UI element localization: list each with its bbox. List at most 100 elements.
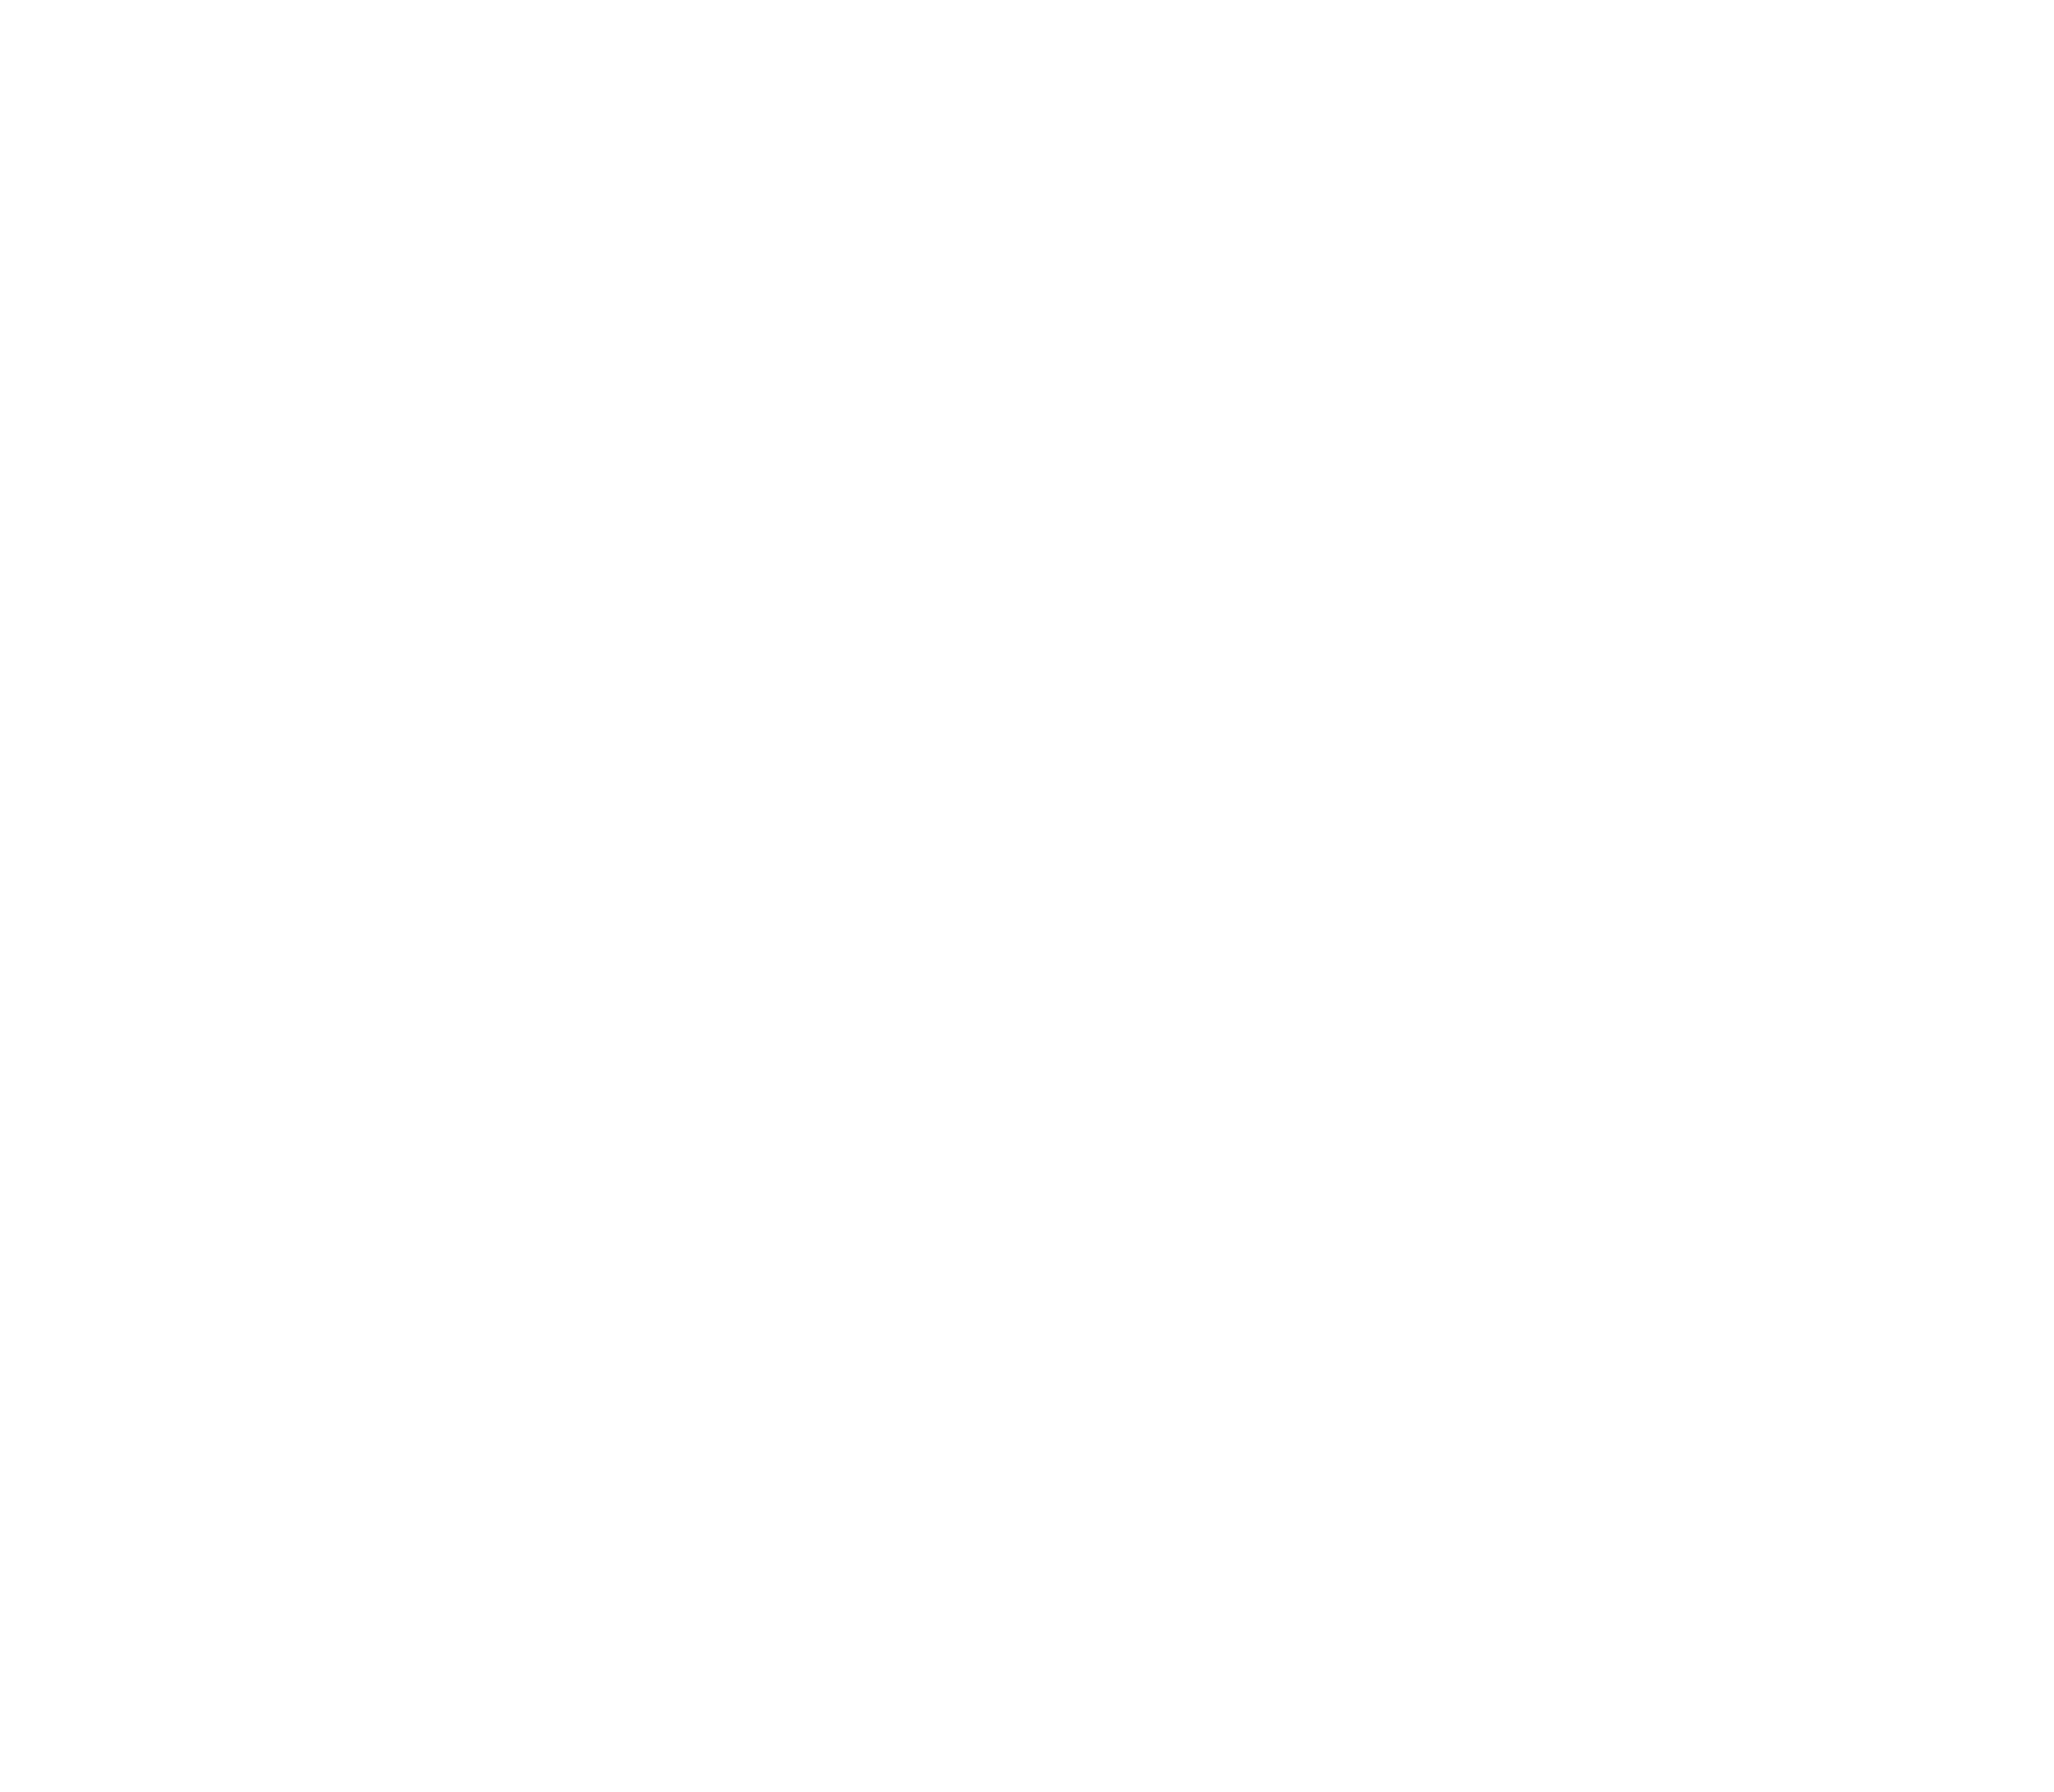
Text: Fan
Control
Relay: Fan Control Relay bbox=[464, 548, 493, 575]
Text: A2-1: A2-1 bbox=[355, 375, 378, 382]
Text: [E-]
RED: [E-] RED bbox=[70, 269, 86, 285]
Text: A1: A1 bbox=[1545, 735, 1557, 742]
Bar bbox=[1315, 941, 1430, 1021]
Text: 60A: 60A bbox=[357, 301, 376, 310]
Text: A11: A11 bbox=[366, 866, 384, 874]
Text: M6: M6 bbox=[398, 534, 413, 541]
Bar bbox=[405, 803, 452, 862]
Circle shape bbox=[292, 719, 302, 726]
Text: D
19: D 19 bbox=[649, 224, 657, 237]
Text: A29: A29 bbox=[357, 170, 376, 179]
Bar bbox=[1193, 760, 1306, 840]
Text: 4: 4 bbox=[452, 426, 458, 435]
Text: [EJ]
ORN: [EJ] ORN bbox=[1156, 706, 1175, 722]
Bar bbox=[144, 34, 154, 45]
Bar bbox=[1637, 1391, 1787, 1525]
Text: 10A: 10A bbox=[1115, 219, 1132, 226]
Text: 7.5A: 7.5A bbox=[1113, 400, 1134, 409]
Circle shape bbox=[292, 894, 302, 903]
Bar bbox=[33, 1498, 127, 1552]
Text: M2: M2 bbox=[398, 941, 413, 948]
Text: Magnetic S/V: Magnetic S/V bbox=[47, 434, 103, 441]
Bar bbox=[707, 946, 733, 989]
Text: [EJ]
BLU: [EJ] BLU bbox=[624, 545, 639, 563]
Text: D
0: D 0 bbox=[651, 548, 655, 559]
Text: Starter
Cut
Relay 2: Starter Cut Relay 2 bbox=[464, 952, 493, 978]
Text: A2-25: A2-25 bbox=[318, 733, 345, 740]
Bar bbox=[1327, 749, 1391, 1016]
Text: 20A: 20A bbox=[384, 421, 403, 430]
Circle shape bbox=[292, 156, 302, 165]
Text: 10: 10 bbox=[1078, 659, 1089, 667]
Text: 1: 1 bbox=[1849, 1401, 1853, 1407]
Text: 1: 1 bbox=[1239, 1401, 1243, 1407]
Circle shape bbox=[292, 36, 302, 45]
Bar bbox=[1559, 851, 1672, 930]
Circle shape bbox=[292, 360, 302, 367]
Bar bbox=[883, 1000, 910, 1043]
Text: PGM-FI
Main
Relay 1: PGM-FI Main Relay 1 bbox=[1964, 0, 1994, 27]
Text: 4: 4 bbox=[746, 34, 752, 41]
Text: 2: 2 bbox=[452, 806, 458, 814]
Bar bbox=[1680, 941, 1795, 1021]
Text: T1: T1 bbox=[131, 27, 142, 36]
Text: [EJ]
YEL: [EJ] YEL bbox=[624, 95, 639, 113]
Text: Diode B: Diode B bbox=[409, 622, 442, 629]
Text: [EJ]
YEL: [EJ] YEL bbox=[1265, 706, 1280, 722]
Text: 1
2
3: 1 2 3 bbox=[45, 1511, 51, 1538]
Text: Driver
Door
Module: Driver Door Module bbox=[1290, 1444, 1321, 1471]
Text: 7.5A: 7.5A bbox=[320, 711, 341, 719]
Bar bbox=[1436, 760, 1551, 840]
Text: 4: 4 bbox=[1849, 1473, 1853, 1478]
Text: G301: G301 bbox=[898, 692, 920, 699]
Bar bbox=[1803, 760, 1916, 840]
Text: A1: A1 bbox=[1354, 737, 1364, 745]
Text: D 10: D 10 bbox=[1263, 688, 1282, 697]
Text: [EE]
BLK/WHT: [EE] BLK/WHT bbox=[55, 364, 92, 380]
Text: P5: P5 bbox=[774, 939, 783, 944]
Bar bbox=[1017, 471, 1327, 701]
Polygon shape bbox=[641, 425, 663, 437]
Bar bbox=[764, 1000, 791, 1043]
Bar bbox=[405, 695, 452, 754]
Polygon shape bbox=[641, 224, 663, 237]
Text: D
25: D 25 bbox=[649, 154, 657, 167]
Text: 15A: 15A bbox=[292, 887, 308, 896]
Text: (+): (+) bbox=[10, 32, 25, 39]
Text: A: A bbox=[1080, 633, 1087, 640]
Text: Ignition
Coil
Relay: Ignition Coil Relay bbox=[456, 190, 487, 217]
Text: 5: 5 bbox=[1239, 1498, 1243, 1503]
Bar bbox=[912, 946, 939, 989]
Text: [EJ]
WHT: [EJ] WHT bbox=[620, 152, 639, 168]
Text: A/C
Condenser
Fan
Motor: A/C Condenser Fan Motor bbox=[941, 640, 984, 676]
Text: 1: 1 bbox=[14, 41, 21, 50]
Text: M: M bbox=[376, 878, 384, 887]
Bar bbox=[372, 876, 388, 889]
Polygon shape bbox=[641, 573, 663, 586]
Text: C 9: C 9 bbox=[1158, 688, 1173, 697]
Bar bbox=[1559, 760, 1672, 840]
Bar bbox=[1315, 851, 1430, 930]
Text: P6: P6 bbox=[803, 939, 811, 944]
Text: P1: P1 bbox=[657, 939, 663, 944]
Bar bbox=[1941, 29, 2011, 86]
Text: 1: 1 bbox=[140, 43, 144, 52]
Bar bbox=[1559, 941, 1672, 1021]
Text: 3: 3 bbox=[1849, 1450, 1853, 1455]
Bar bbox=[764, 946, 791, 989]
Bar bbox=[1680, 851, 1795, 930]
Bar bbox=[737, 1113, 910, 1262]
Text: D
2: D 2 bbox=[651, 301, 655, 314]
Text: 3: 3 bbox=[396, 577, 401, 584]
Text: A: A bbox=[1154, 633, 1161, 640]
Text: P7: P7 bbox=[834, 939, 840, 944]
Text: [EJ]
WHT: [EJ] WHT bbox=[620, 355, 639, 373]
Text: Rear R
Door: Rear R Door bbox=[1902, 1450, 1929, 1466]
Text: A16: A16 bbox=[251, 240, 269, 247]
Bar bbox=[1315, 760, 1430, 840]
Text: 15A: 15A bbox=[322, 29, 341, 36]
Text: D
1: D 1 bbox=[651, 452, 655, 462]
Text: 1: 1 bbox=[396, 550, 401, 557]
Bar bbox=[1436, 851, 1551, 930]
Text: ?A: ?A bbox=[1867, 93, 1877, 100]
